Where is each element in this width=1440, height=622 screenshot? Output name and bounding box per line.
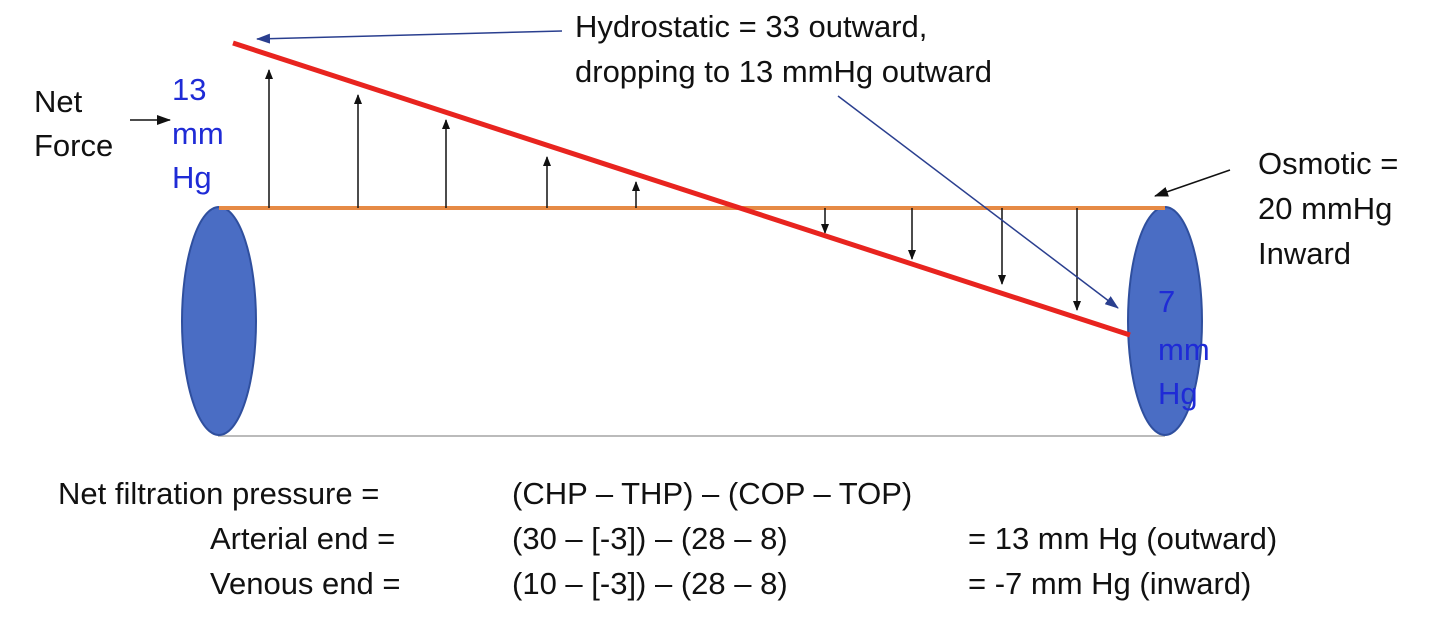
hydrostatic-label-line2: dropping to 13 mmHg outward	[575, 54, 993, 89]
arterial-net-value-unit2: Hg	[172, 160, 212, 195]
arterial-end-ellipse	[181, 206, 257, 436]
arterial-end-result: = 13 mm Hg (outward)	[968, 521, 1278, 556]
net-force-label-line1: Net	[34, 84, 83, 119]
hydrostatic-end-pointer-arrow	[837, 95, 1119, 309]
venous-net-value-number: 7	[1158, 284, 1176, 319]
arterial-end-formula: (30 – [-3]) – (28 – 8)	[512, 521, 788, 556]
venous-end-formula: (10 – [-3]) – (28 – 8)	[512, 566, 788, 601]
venous-end-label: Venous end =	[210, 566, 401, 601]
net-force-label-line2: Force	[34, 128, 114, 163]
arterial-end-label: Arterial end =	[210, 521, 396, 556]
venous-end-result: = -7 mm Hg (inward)	[968, 566, 1252, 601]
venous-net-value-unit2: Hg	[1158, 376, 1198, 411]
osmotic-label-line3: Inward	[1258, 236, 1352, 271]
hydrostatic-pointer-arrow	[256, 30, 563, 44]
hydrostatic-pressure-line	[232, 40, 1131, 338]
venous-net-value-unit1: mm	[1158, 332, 1210, 367]
osmotic-label-line2: 20 mmHg	[1258, 191, 1393, 226]
osmotic-label-line1: Osmotic =	[1258, 146, 1399, 181]
arterial-net-value-number: 13	[172, 72, 207, 107]
hydrostatic-label-line1: Hydrostatic = 33 outward,	[575, 9, 928, 44]
arterial-net-value-unit1: mm	[172, 116, 224, 151]
osmotic-pointer-arrow	[1154, 169, 1231, 197]
equation-header-label: Net filtration pressure =	[58, 476, 380, 511]
equation-header-formula: (CHP – THP) – (COP – TOP)	[512, 476, 913, 511]
